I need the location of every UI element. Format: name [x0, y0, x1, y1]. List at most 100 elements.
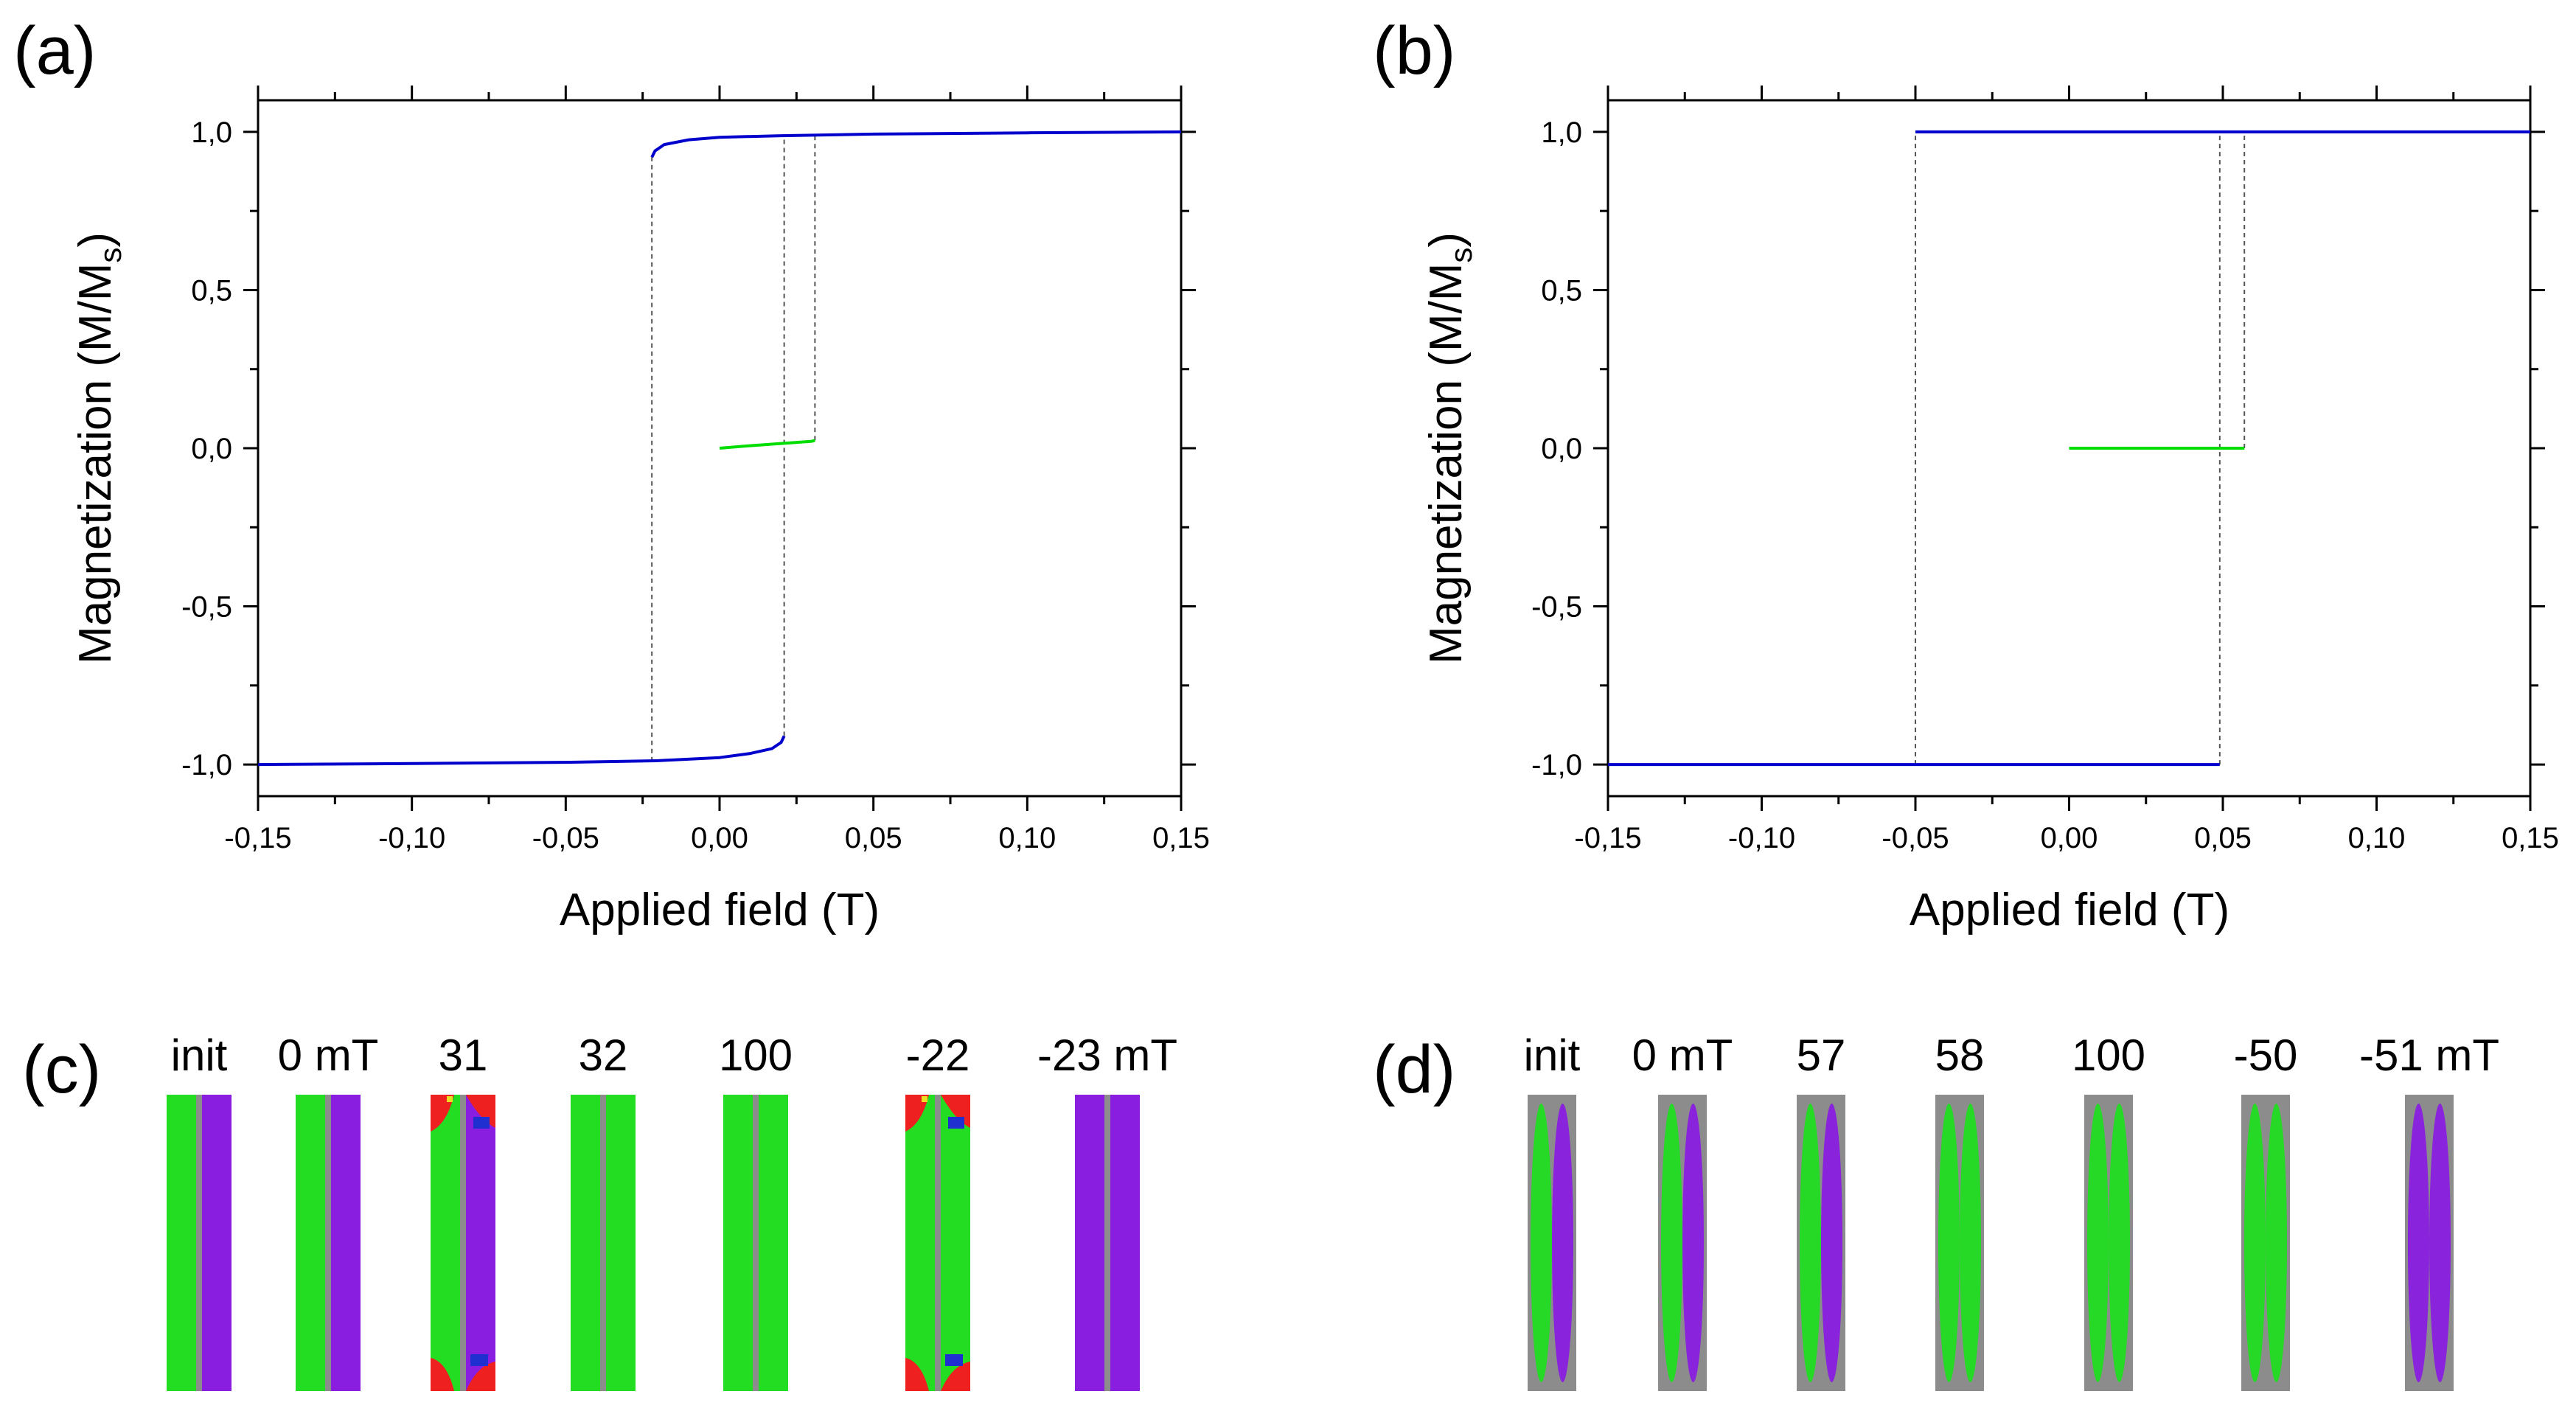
panel-label: (b)	[1373, 13, 1455, 88]
snapshot-5: -22	[905, 1031, 970, 1391]
series-descending-branch	[650, 130, 1182, 158]
y-tick-label: -1,0	[1531, 749, 1582, 781]
left-stripe	[571, 1095, 600, 1391]
right-ellipse	[2266, 1104, 2288, 1382]
snapshot-label: 100	[2072, 1031, 2145, 1080]
left-stripe	[723, 1095, 753, 1391]
snapshot-0: init	[1524, 1031, 1581, 1391]
left-ellipse	[1799, 1104, 1821, 1382]
domain-defect	[447, 1096, 453, 1102]
x-tick-label: -0,05	[532, 822, 599, 854]
y-tick-label: 0,5	[1541, 274, 1582, 307]
panel-d-snapshots: (d) init 0 mT 57 58 100 -50 -51 mT	[1373, 1031, 2499, 1391]
right-stripe	[941, 1095, 970, 1391]
y-axis-label-close: )	[70, 232, 121, 248]
right-stripe	[331, 1095, 361, 1391]
snapshot-label: 0 mT	[278, 1031, 379, 1080]
domain-defect	[948, 1117, 964, 1129]
y-axis-label-main: Magnetization (M/M	[1421, 263, 1472, 664]
x-tick-label: -0,15	[224, 822, 291, 854]
snapshot-label: 0 mT	[1632, 1031, 1733, 1080]
snapshot-3: 32	[571, 1031, 636, 1391]
right-ellipse	[1960, 1104, 1982, 1382]
series-ascending-branch	[257, 735, 786, 767]
y-tick-label: -0,5	[1531, 591, 1582, 624]
domain-defect	[470, 1354, 488, 1366]
snapshot-label: 57	[1797, 1031, 1846, 1080]
x-tick-label: 0,00	[691, 822, 748, 854]
snapshot-6: -51 mT	[2359, 1031, 2499, 1391]
x-tick-label: 0,15	[1152, 822, 1210, 854]
x-tick-label: -0,10	[378, 822, 445, 854]
panel-label: (a)	[13, 13, 96, 88]
y-axis-label: Magnetization (M/Ms)	[70, 232, 128, 664]
right-stripe	[606, 1095, 636, 1391]
left-stripe	[167, 1095, 196, 1391]
y-tick-label: 0,0	[191, 433, 232, 465]
left-stripe	[296, 1095, 325, 1391]
y-axis-label-close: )	[1421, 232, 1472, 248]
y-axis-label-main: Magnetization (M/M	[70, 263, 121, 664]
snapshot-6: -23 mT	[1037, 1031, 1177, 1391]
snapshot-3: 58	[1935, 1031, 1985, 1391]
x-tick-label: 0,05	[2194, 822, 2252, 854]
x-tick-label: 0,10	[998, 822, 1056, 854]
snapshot-label: -50	[2234, 1031, 2298, 1080]
left-ellipse	[1660, 1104, 1682, 1382]
snapshot-2: 31	[431, 1031, 495, 1391]
left-ellipse	[2407, 1104, 2429, 1382]
x-tick-label: -0,15	[1574, 822, 1641, 854]
y-tick-label: 1,0	[191, 116, 232, 149]
snapshot-2: 57	[1797, 1031, 1846, 1391]
series-initial-curve	[719, 439, 815, 450]
domain-defect	[941, 1362, 970, 1391]
snapshot-4: 100	[2072, 1031, 2145, 1391]
y-axis-label-subscript: s	[93, 248, 128, 263]
snapshot-label: init	[171, 1031, 228, 1080]
snapshot-label: -51 mT	[2359, 1031, 2499, 1080]
right-stripe	[759, 1095, 788, 1391]
snapshot-label: 32	[579, 1031, 628, 1080]
x-tick-label: -0,05	[1881, 822, 1949, 854]
domain-defect	[945, 1354, 963, 1366]
panel-c-snapshots: (c) init 0 mT 31 32 100 -22 -23 mT	[22, 1031, 1177, 1391]
domain-defect	[473, 1117, 490, 1129]
left-stripe	[1075, 1095, 1104, 1391]
y-tick-label: 1,0	[1541, 116, 1582, 149]
snapshot-5: -50	[2234, 1031, 2298, 1391]
left-ellipse	[2243, 1104, 2266, 1382]
snapshot-label: init	[1524, 1031, 1581, 1080]
panel-b-hysteresis-chart: (b) -0,15 -0,10 -0,05 0,00 0,05 0,10 0,15 -1,0 -0…	[1373, 13, 2559, 935]
y-tick-label: 0,5	[191, 274, 232, 307]
x-tick-label: 0,05	[845, 822, 902, 854]
panel-a-hysteresis-chart: (a) -0,15 -0,10 -0,05 0,00 0,05 0,10 0,15 -1,0 -0…	[13, 13, 1210, 935]
x-axis-label: Applied field (T)	[1910, 885, 2229, 935]
domain-defect	[905, 1095, 929, 1132]
left-ellipse	[1530, 1104, 1552, 1382]
snapshot-0: init	[167, 1031, 232, 1391]
snapshot-4: 100	[719, 1031, 793, 1391]
right-ellipse	[1552, 1104, 1574, 1382]
snapshot-1: 0 mT	[278, 1031, 379, 1391]
domain-defect	[431, 1358, 454, 1391]
x-tick-label: 0,15	[2502, 822, 2559, 854]
left-stripe	[431, 1095, 460, 1391]
right-ellipse	[2109, 1104, 2131, 1382]
y-tick-label: -1,0	[181, 749, 232, 781]
x-tick-label: 0,10	[2348, 822, 2406, 854]
snapshot-label: -22	[906, 1031, 970, 1080]
y-tick-label: 0,0	[1541, 433, 1582, 465]
right-ellipse	[1821, 1104, 1843, 1382]
y-axis-label-subscript: s	[1444, 248, 1478, 263]
snapshot-label: 58	[1935, 1031, 1985, 1080]
right-stripe	[202, 1095, 232, 1391]
right-ellipse	[1682, 1104, 1705, 1382]
domain-defect	[922, 1096, 927, 1102]
right-stripe	[1110, 1095, 1140, 1391]
domain-defect	[466, 1362, 495, 1391]
x-tick-label: -0,10	[1728, 822, 1795, 854]
x-tick-label: 0,00	[2041, 822, 2098, 854]
domain-defect	[431, 1095, 454, 1132]
y-tick-label: -0,5	[181, 591, 232, 624]
